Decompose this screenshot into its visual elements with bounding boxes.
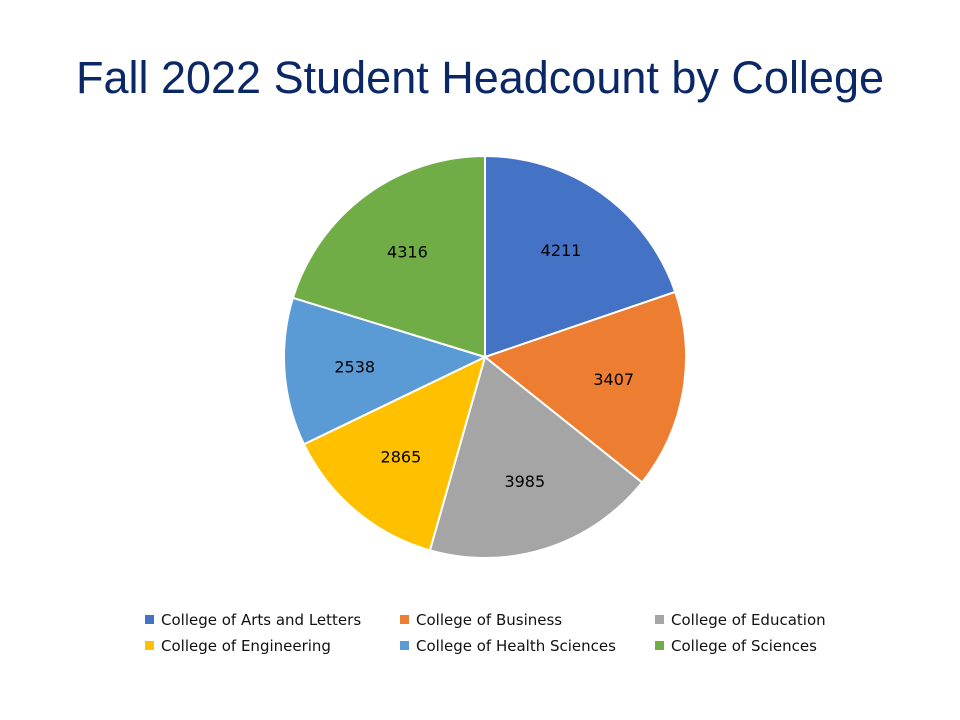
pie-slices <box>283 154 687 559</box>
legend-swatch <box>145 641 154 650</box>
legend-item-college-of-business: College of Business <box>400 608 562 632</box>
legend-label: College of Arts and Letters <box>161 611 362 629</box>
legend-label: College of Business <box>416 611 563 629</box>
pie-data-labels: 4211 3407 3985 2865 2538 4316 <box>334 241 634 491</box>
pie-slice-college-of-arts-and-letters <box>484 154 677 359</box>
pie-slice-college-of-health-sciences <box>283 296 488 446</box>
data-label-college-of-health-sciences: 2538 <box>334 357 375 376</box>
legend-item-college-of-education: College of Education <box>655 608 826 632</box>
legend-swatch <box>145 615 154 624</box>
legend-item-college-of-engineering: College of Engineering <box>145 634 331 658</box>
legend-item-college-of-sciences: College of Sciences <box>655 634 817 658</box>
pie-slice-college-of-business <box>482 290 687 484</box>
pie-slice-college-of-education <box>428 355 644 559</box>
legend-label: College of Sciences <box>671 637 817 655</box>
legend-item-college-of-arts-and-letters: College of Arts and Letters <box>145 608 361 632</box>
legend-label: College of Engineering <box>161 637 331 655</box>
legend-label: College of Education <box>671 611 826 629</box>
legend-item-college-of-health-sciences: College of Health Sciences <box>400 634 616 658</box>
chart-title: Fall 2022 Student Headcount by College <box>75 52 885 103</box>
legend-swatch <box>655 641 664 650</box>
legend-swatch <box>400 615 409 624</box>
data-label-college-of-education: 3985 <box>504 472 545 491</box>
data-label-college-of-engineering: 2865 <box>381 448 422 467</box>
data-label-college-of-business: 3407 <box>593 370 634 389</box>
pie-slice-college-of-engineering <box>302 355 487 552</box>
legend-swatch <box>400 641 409 650</box>
legend-swatch <box>655 615 664 624</box>
legend-label: College of Health Sciences <box>416 637 616 655</box>
data-label-college-of-sciences: 4316 <box>387 242 428 261</box>
data-label-college-of-arts-and-letters: 4211 <box>541 241 582 260</box>
pie-slice-college-of-sciences <box>291 154 486 359</box>
